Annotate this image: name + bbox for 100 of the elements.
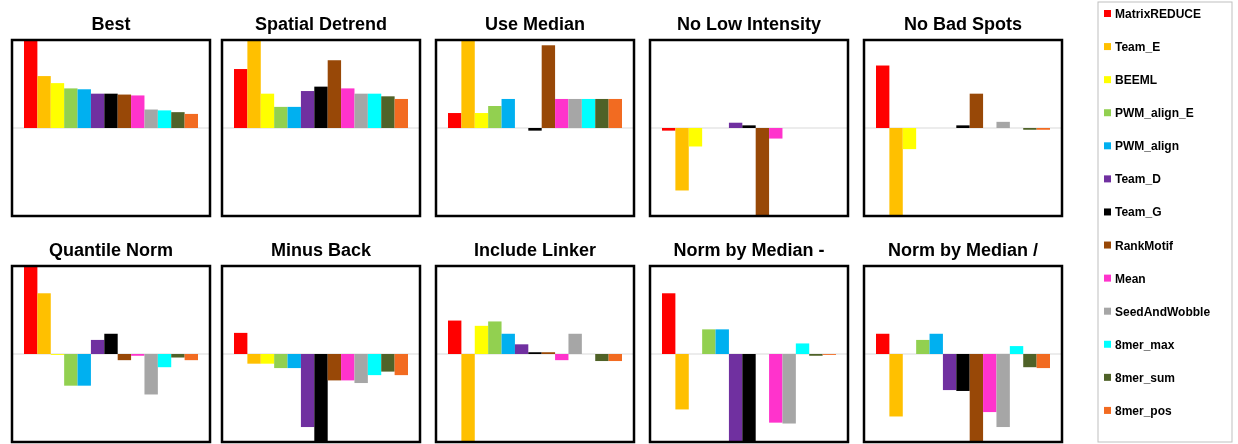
bar [461, 354, 475, 442]
legend-label: Team_D [1115, 172, 1162, 187]
bar [171, 354, 185, 358]
bar [702, 329, 716, 354]
bar [24, 266, 38, 354]
bar [514, 344, 529, 354]
bar [341, 88, 355, 128]
bar [488, 321, 502, 354]
bar [916, 339, 930, 354]
bar [117, 94, 132, 128]
bar [327, 60, 342, 128]
legend-label: Team_G [1115, 205, 1162, 220]
bar [581, 98, 596, 128]
chart-title: Quantile Norm [48, 240, 174, 260]
legend-label: 8mer_max [1115, 337, 1175, 352]
bar [64, 88, 78, 128]
bar [247, 40, 261, 128]
bar [274, 106, 288, 128]
bar [234, 69, 248, 128]
legend-label: BEEML [1115, 73, 1157, 88]
chart-title: Use Median [484, 14, 586, 34]
legend-label: 8mer_pos [1115, 403, 1173, 418]
bar [876, 333, 890, 354]
bar [394, 98, 408, 128]
chart-title: Best [91, 14, 131, 34]
bar [1009, 346, 1024, 354]
legend-label: PWM_align_E [1115, 106, 1194, 121]
bar [501, 98, 515, 128]
bar [474, 113, 489, 128]
bar [144, 354, 158, 395]
bar [983, 354, 997, 413]
chart-title: No Bad Spots [903, 14, 1023, 34]
bar [555, 354, 569, 361]
bar [184, 113, 198, 128]
legend-label: SeedAndWobble [1115, 304, 1211, 319]
bar [956, 125, 970, 128]
bar [902, 128, 917, 150]
bar [608, 354, 622, 362]
bar [171, 112, 185, 128]
bar [662, 293, 676, 354]
bar [37, 293, 51, 354]
bar [300, 91, 315, 128]
bar [157, 110, 172, 128]
bar [157, 354, 172, 368]
bar [541, 45, 556, 128]
bar [969, 354, 984, 442]
bar [90, 339, 105, 354]
bar [555, 98, 569, 128]
bar [675, 354, 689, 410]
chart-title: Include Linker [473, 240, 597, 260]
bar [769, 354, 783, 423]
bar [969, 93, 984, 128]
bar [64, 354, 78, 386]
bar [354, 93, 368, 128]
bar [595, 354, 609, 362]
bar [90, 93, 105, 128]
bar [314, 86, 328, 128]
bar [367, 93, 382, 128]
legend-label: Team_E [1115, 40, 1161, 55]
bar [501, 333, 515, 354]
bar [595, 98, 609, 128]
bar [77, 354, 91, 386]
bar [996, 121, 1010, 128]
bar [131, 95, 145, 128]
chart-title: No Low Intensity [677, 14, 821, 34]
bar [184, 354, 198, 361]
bar [474, 325, 489, 354]
bar [568, 98, 582, 128]
bar [448, 113, 462, 128]
legend-label: RankMotif [1115, 238, 1174, 253]
bar [942, 354, 957, 391]
bar [608, 98, 622, 128]
bar [528, 128, 542, 131]
bar [448, 320, 462, 354]
bar [996, 354, 1010, 428]
bar [1023, 354, 1037, 368]
bar [929, 333, 943, 354]
legend-label: PWM_align [1115, 139, 1180, 154]
bar [956, 354, 970, 391]
chart-title: Norm by Median / [887, 240, 1039, 260]
bar [50, 83, 65, 128]
bar [889, 354, 903, 417]
bar [795, 343, 810, 354]
bar [104, 333, 118, 354]
bar [488, 106, 502, 128]
bar [104, 93, 118, 128]
bar [117, 354, 132, 361]
bar [77, 89, 91, 128]
bar [715, 329, 729, 354]
bar [24, 40, 38, 128]
chart-title: Norm by Median - [673, 240, 825, 260]
bar [287, 106, 301, 128]
bar [381, 96, 395, 128]
bar [876, 65, 890, 128]
bar [461, 40, 475, 128]
bar [1036, 354, 1050, 369]
bar [37, 76, 51, 128]
chart-title: Spatial Detrend [254, 14, 388, 34]
legend-label: 8mer_sum [1115, 370, 1176, 385]
chart-title: Minus Back [270, 240, 372, 260]
